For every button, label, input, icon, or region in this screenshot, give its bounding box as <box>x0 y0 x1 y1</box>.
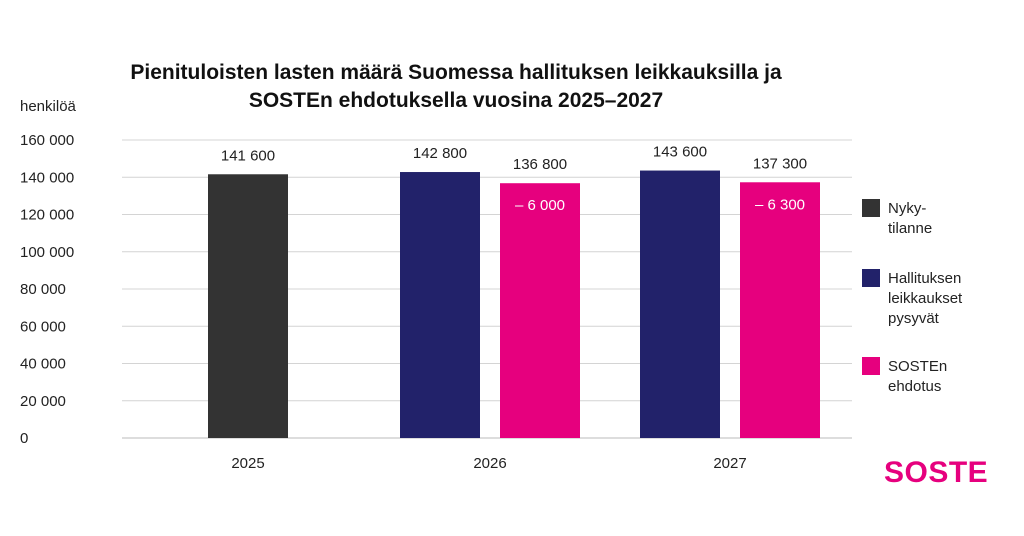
x-tick-label: 2025 <box>231 455 264 472</box>
legend: Nyky-tilanne Hallituksen leikkaukset pysyvä… <box>862 199 963 395</box>
bar-2026-2 <box>500 183 580 438</box>
difference-label: – 6 000 <box>515 197 565 214</box>
y-tick-label: 160 000 <box>20 132 74 149</box>
soste-logo: SOSTE <box>884 456 988 489</box>
data-label: 142 800 <box>413 145 467 162</box>
y-tick-label: 140 000 <box>20 169 74 186</box>
legend-swatch <box>862 199 880 217</box>
data-label: 143 600 <box>653 144 707 161</box>
x-axis-ticks: 2025 2026 2027 <box>231 455 746 472</box>
x-tick-label: 2027 <box>713 455 746 472</box>
y-axis-label: henkilöä <box>20 98 77 115</box>
y-tick-label: 40 000 <box>20 356 66 373</box>
data-label: 136 800 <box>513 156 567 173</box>
legend-swatch <box>862 357 880 375</box>
y-axis-ticks: 0 20 000 40 000 60 000 80 000 100 000 120 000 1… <box>20 132 74 447</box>
bar-2027-1 <box>640 170 720 439</box>
y-tick-label: 0 <box>20 430 28 447</box>
chart-title: Pienituloisten lasten määrä Suomessa hal… <box>130 61 782 112</box>
y-tick-label: 120 000 <box>20 207 74 224</box>
chart-title-line: Pienituloisten lasten määrä Suomessa hal… <box>130 61 782 84</box>
chart-title-line: SOSTEn ehdotuksella vuosina 2025–2027 <box>249 89 663 112</box>
legend-label: Nyky- <box>888 200 926 217</box>
bar-2026-1 <box>400 172 480 438</box>
y-tick-label: 60 000 <box>20 318 66 335</box>
legend-label: tilanne <box>888 220 932 237</box>
difference-label: – 6 300 <box>755 196 805 213</box>
data-label: 141 600 <box>221 147 275 164</box>
legend-swatch <box>862 269 880 287</box>
y-tick-label: 20 000 <box>20 393 66 410</box>
legend-label: Hallituksen <box>888 270 961 287</box>
legend-label: SOSTEn <box>888 358 947 375</box>
y-tick-label: 100 000 <box>20 244 74 261</box>
bars: 141 600 142 800 136 800 – 6 000 143 600 137 3… <box>208 144 820 439</box>
data-label: 137 300 <box>753 155 807 172</box>
bar-2025-1 <box>208 174 288 438</box>
bar-2027-2 <box>740 182 820 438</box>
x-tick-label: 2026 <box>473 455 506 472</box>
y-tick-label: 80 000 <box>20 281 66 298</box>
legend-label: pysyvät <box>888 310 940 327</box>
legend-label: ehdotus <box>888 378 941 395</box>
legend-label: leikkaukset <box>888 290 963 307</box>
